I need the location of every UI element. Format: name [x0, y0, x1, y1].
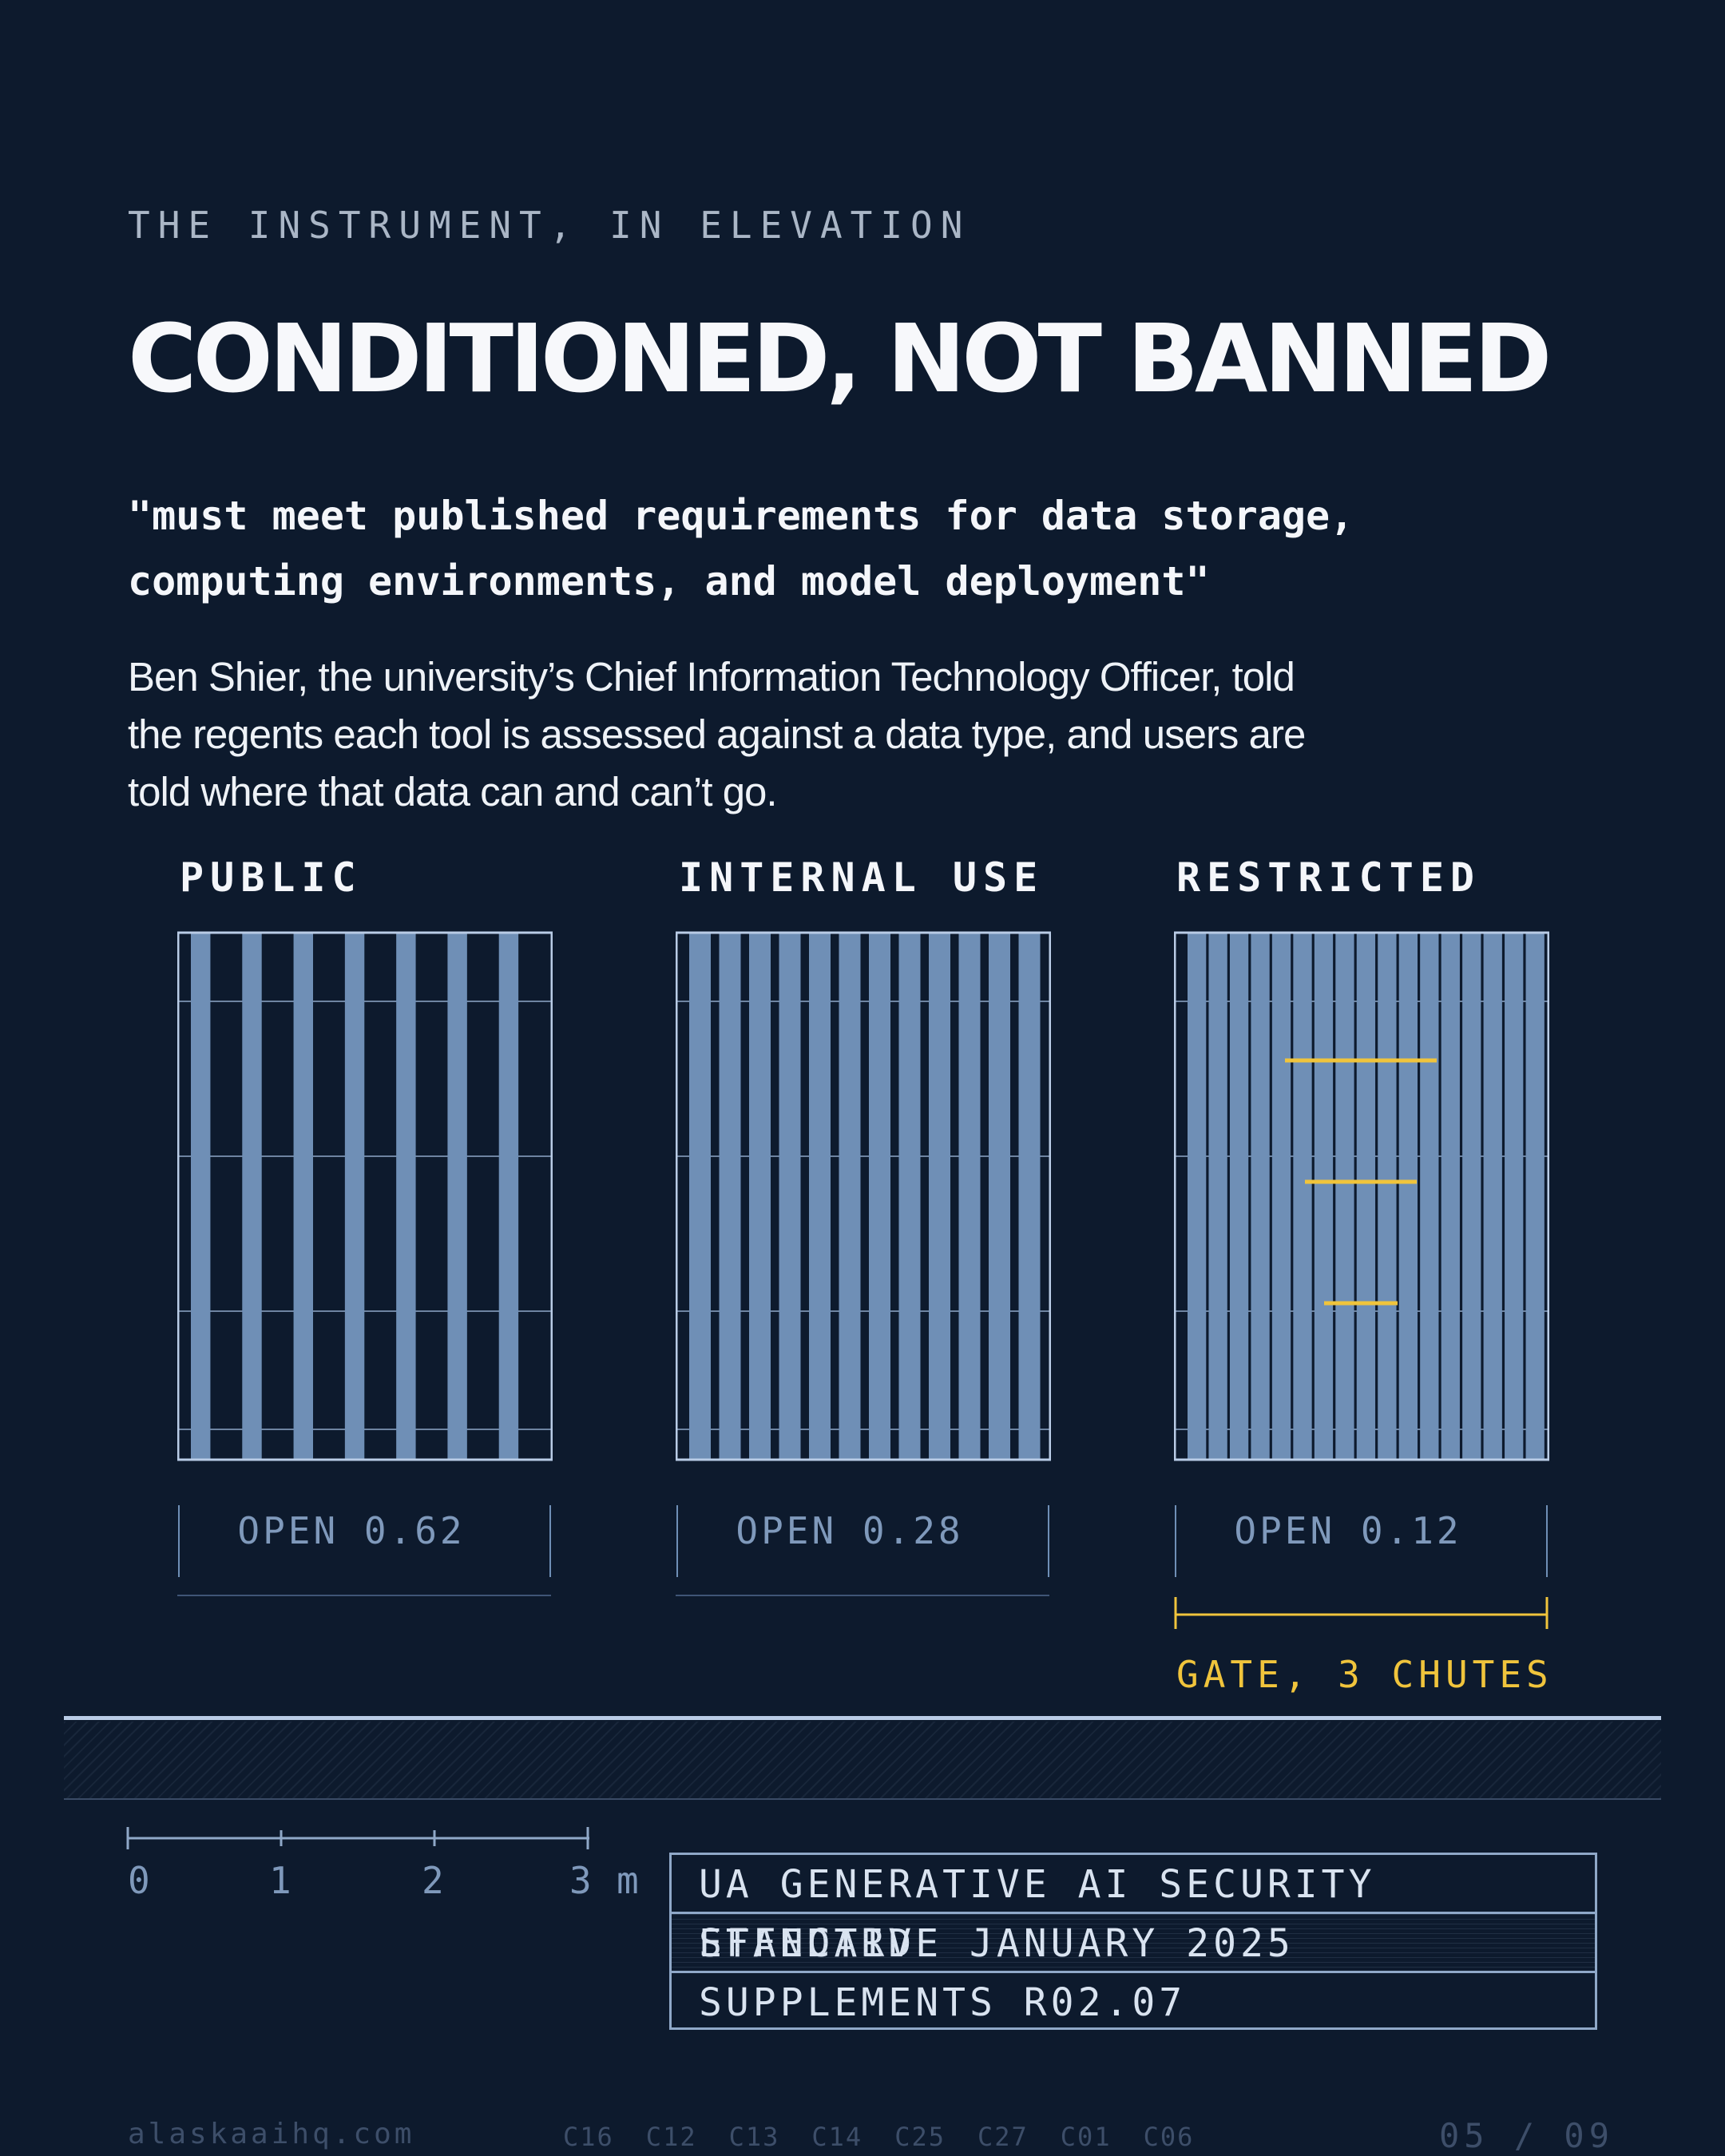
scale-tick-2: 2 — [422, 1859, 444, 1902]
ground-line — [64, 1716, 1661, 1720]
grille-bar — [929, 933, 950, 1460]
grille-frame — [177, 931, 553, 1461]
grille-bar — [719, 933, 741, 1460]
footer-code: C06 — [1143, 2122, 1195, 2152]
grille-internal — [676, 931, 1051, 1461]
footer-code: C12 — [645, 2122, 697, 2152]
grille-bar — [779, 933, 801, 1460]
grille-bar — [1208, 933, 1227, 1460]
grille-bar — [1018, 933, 1041, 1460]
standard-line-3: SUPPLEMENTS R02.07 — [699, 1980, 1187, 2025]
grille-bar — [1251, 933, 1270, 1460]
ground-base-line — [64, 1798, 1661, 1800]
open-label-internal: OPEN 0.28 — [736, 1509, 964, 1552]
standard-line-1: UA GENERATIVE AI SECURITY STANDARD — [672, 1855, 1595, 1966]
grille-bar — [1314, 933, 1334, 1460]
grille-bar — [689, 933, 711, 1460]
page-title: CONDITIONED, NOT BANNED — [128, 303, 1552, 414]
panel-restricted-bracket — [1174, 1501, 1549, 1637]
grille-bar — [809, 933, 831, 1460]
footer-site: alaskaaihq.com — [128, 2118, 415, 2150]
pull-quote: "must meet published requirements for da… — [128, 493, 1354, 604]
footer-code: C16 — [563, 2122, 614, 2152]
grille-bar — [396, 933, 416, 1460]
grille-bar — [1420, 933, 1439, 1460]
grille-bar — [1441, 933, 1460, 1460]
grille-bar — [989, 933, 1010, 1460]
footer-code: C27 — [977, 2122, 1029, 2152]
grille-bar — [749, 933, 771, 1460]
scale-bar — [126, 1825, 597, 1861]
standard-title-block: UA GENERATIVE AI SECURITY STANDARD EFFEC… — [669, 1853, 1597, 2030]
footer-code: C25 — [894, 2122, 946, 2152]
grille-bar — [1188, 933, 1207, 1460]
grille-bar — [344, 933, 365, 1460]
byline: Ben Shier, the university’s Chief Inform… — [128, 654, 1306, 814]
panel-public — [177, 931, 553, 1461]
ground-hatch — [64, 1722, 1661, 1798]
footer-code: C13 — [728, 2122, 780, 2152]
grille-bar — [1229, 933, 1249, 1460]
grille-public — [177, 931, 553, 1461]
grille-bar — [498, 933, 519, 1460]
panel-restricted — [1174, 931, 1549, 1461]
grille-bar — [839, 933, 861, 1460]
grille-bar — [293, 933, 313, 1460]
grille-bar — [869, 933, 890, 1460]
panel-label-internal: INTERNAL USE — [679, 854, 1045, 901]
panel-label-public: PUBLIC — [180, 854, 363, 901]
grille-bar — [958, 933, 981, 1460]
standard-line-2: EFFECTIVE JANUARY 2025 — [672, 1914, 1595, 1973]
eyebrow: THE INSTRUMENT, IN ELEVATION — [128, 204, 971, 247]
footer-code: C01 — [1060, 2122, 1112, 2152]
footer-page-number: 05 / 09 — [1439, 2116, 1615, 2155]
grille-bar — [1378, 933, 1397, 1460]
footer-codes: C16 C12 C13 C14 C25 C27 C01 C06 — [563, 2122, 1226, 2152]
scale-tick-1: 1 — [269, 1859, 291, 1902]
panel-internal — [676, 931, 1051, 1461]
grille-bar — [1525, 933, 1545, 1460]
gate-label: GATE, 3 CHUTES — [1176, 1653, 1553, 1696]
grille-bar — [447, 933, 467, 1460]
scale-tick-3: 3 — [569, 1859, 592, 1902]
grille-bar — [1483, 933, 1502, 1460]
grille-bar — [898, 933, 921, 1460]
grille-bar — [191, 933, 211, 1460]
grille-bar — [1462, 933, 1481, 1460]
footer-code: C14 — [811, 2122, 863, 2152]
grille-restricted — [1174, 931, 1549, 1461]
scale-unit: m — [617, 1859, 639, 1902]
grille-frame — [1174, 931, 1549, 1461]
panel-public-bracket — [177, 1501, 553, 1601]
grille-bar — [1356, 933, 1376, 1460]
scale-tick-0: 0 — [128, 1859, 150, 1902]
grille-bar — [242, 933, 262, 1460]
grille-bar — [1398, 933, 1418, 1460]
panel-label-restricted: RESTRICTED — [1176, 854, 1481, 901]
open-label-public: OPEN 0.62 — [237, 1509, 466, 1552]
grille-bar — [1271, 933, 1291, 1460]
grille-bar — [1335, 933, 1354, 1460]
grille-bar — [1505, 933, 1524, 1460]
open-label-restricted: OPEN 0.12 — [1234, 1509, 1462, 1552]
grille-frame — [676, 931, 1051, 1461]
grille-bar — [1293, 933, 1312, 1460]
panel-internal-bracket — [676, 1501, 1051, 1601]
